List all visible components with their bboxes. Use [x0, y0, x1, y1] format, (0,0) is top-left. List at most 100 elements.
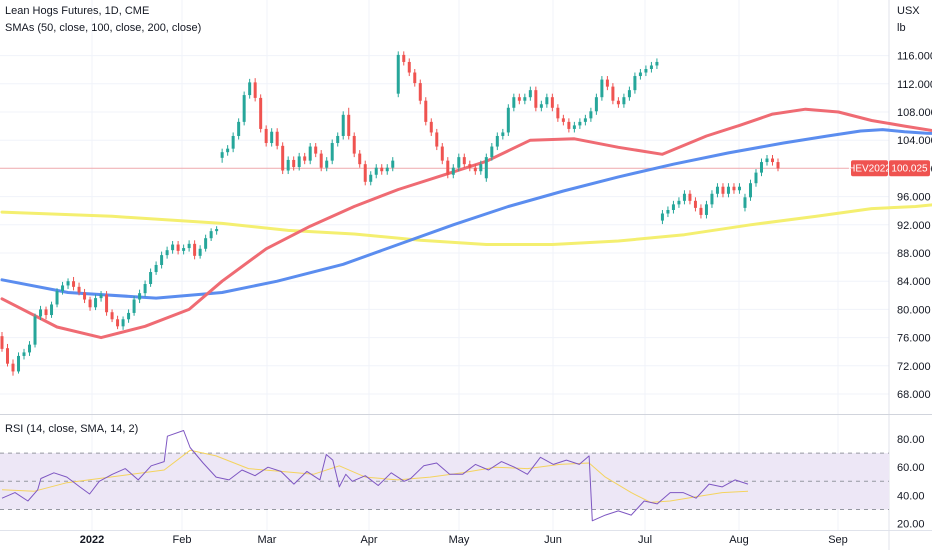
candle-up	[594, 93, 598, 115]
candle-up	[578, 118, 582, 129]
candle-body	[308, 146, 312, 161]
candle-up	[633, 72, 637, 94]
candle-body	[220, 152, 224, 158]
candle-body	[193, 243, 197, 256]
candle-body	[325, 160, 329, 168]
candle-up	[143, 280, 147, 297]
candle-body	[341, 114, 345, 136]
candle-down	[611, 83, 615, 105]
candle-down	[473, 164, 477, 175]
candle-body	[677, 200, 681, 205]
candle-down	[776, 158, 780, 172]
candle-down	[517, 93, 521, 105]
candle-body	[682, 193, 686, 201]
candle-down	[732, 183, 736, 194]
candle-body	[55, 291, 59, 305]
price-axis[interactable]: 116.000112.000108.000104.000100.00096.00…	[897, 51, 932, 531]
candle-up	[341, 111, 345, 140]
rsi-legend[interactable]: RSI (14, close, SMA, 14, 2)	[5, 423, 139, 435]
candle-down	[561, 114, 565, 126]
candle-body	[622, 97, 626, 105]
candle-body	[88, 299, 92, 308]
candle-up	[154, 261, 158, 275]
price-tick-label: 96.000	[897, 192, 931, 204]
candle-down	[116, 315, 120, 330]
candle-down	[688, 190, 692, 205]
candle-body	[490, 146, 494, 158]
candle-body	[611, 86, 615, 101]
candle-down	[363, 160, 367, 186]
candle-up	[539, 100, 543, 112]
candle-body	[517, 97, 521, 101]
candle-body	[259, 97, 263, 129]
candle-up	[523, 93, 527, 105]
candle-body	[160, 255, 164, 265]
candle-up	[50, 301, 54, 318]
candle-body	[770, 158, 774, 163]
candle-down	[44, 306, 48, 320]
candle-body	[578, 121, 582, 126]
candle-body	[468, 164, 472, 168]
candle-body	[479, 164, 483, 172]
candle-body	[759, 162, 763, 173]
candle-body	[545, 97, 549, 105]
candle-body	[39, 309, 43, 317]
candle-body	[600, 79, 604, 98]
candle-up	[671, 200, 675, 214]
candle-up	[33, 313, 37, 348]
candle-down	[77, 282, 81, 296]
candle-body	[655, 61, 659, 66]
candle-down	[11, 359, 15, 376]
price-tick-label: 80.000	[897, 304, 931, 316]
candle-down	[176, 241, 180, 255]
price-tick-label: 72.000	[897, 361, 931, 373]
candle-up	[220, 148, 224, 163]
candle-body	[336, 135, 340, 144]
price-tick-label: 92.000	[897, 220, 931, 232]
candle-body	[110, 312, 114, 320]
candle-body	[116, 319, 120, 327]
candle-body	[666, 209, 670, 214]
candle-up	[748, 179, 752, 201]
candle-body	[248, 82, 252, 96]
candle-body	[721, 186, 725, 194]
candle-up	[600, 76, 604, 101]
rsi-sma-line	[1, 449, 749, 503]
price-tick-label: 68.000	[897, 389, 931, 401]
candle-body	[484, 157, 488, 179]
last-price-value: 100.025	[891, 164, 928, 175]
candle-body	[594, 97, 598, 112]
chart-title[interactable]: Lean Hogs Futures, 1D, CME	[5, 5, 150, 17]
candle-up	[165, 246, 169, 259]
candle-down	[440, 143, 444, 165]
candle-up	[22, 348, 26, 360]
candle-body	[561, 118, 565, 122]
rsi-tick-label: 20.00	[897, 519, 925, 531]
candlestick-series	[0, 51, 780, 376]
candle-body	[528, 90, 532, 98]
candle-body	[743, 197, 747, 208]
candle-body	[209, 231, 213, 239]
sma-legend[interactable]: SMAs (50, close, 100, close, 200, close)	[5, 22, 202, 34]
time-axis[interactable]: 2022 Feb Mar Apr May Jun Jul Aug Sep	[80, 534, 848, 546]
candle-up	[336, 132, 340, 147]
candle-up	[127, 309, 131, 323]
candle-up	[704, 200, 708, 219]
currency-label: USX	[897, 5, 920, 17]
candle-body	[61, 285, 65, 292]
candle-body	[138, 293, 142, 300]
candle-down	[193, 240, 197, 260]
candle-up	[325, 157, 329, 172]
candle-body	[17, 355, 21, 372]
candle-body	[451, 167, 455, 175]
candle-down	[693, 197, 697, 212]
candle-down	[429, 118, 433, 136]
candle-body	[649, 65, 653, 69]
price-tick-label: 76.000	[897, 333, 931, 345]
candle-body	[512, 97, 516, 108]
candle-up	[374, 164, 378, 179]
candle-down	[534, 86, 538, 112]
candle-body	[176, 244, 180, 251]
candle-down	[435, 128, 439, 151]
